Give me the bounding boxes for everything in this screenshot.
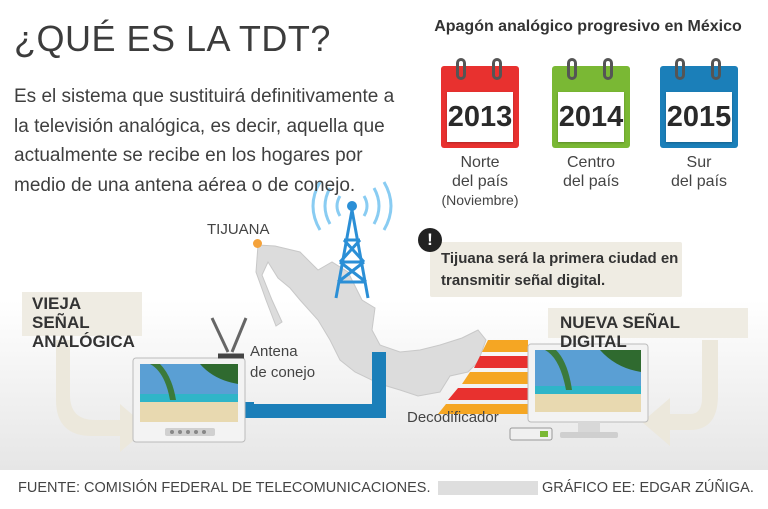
region-south: Sur del país — [670, 154, 728, 190]
alert-icon: ! — [418, 228, 442, 252]
region-north: Norte del país (Noviembre) — [441, 154, 519, 208]
mexico-map — [255, 244, 487, 397]
new-signal-sign: NUEVA SEÑAL DIGITAL — [548, 308, 748, 351]
analog-cable — [240, 352, 386, 418]
source-redaction-bar — [438, 481, 538, 495]
antenna-icon — [210, 317, 248, 359]
page-title: ¿QUÉ ES LA TDT? — [14, 18, 331, 59]
calendar-year: 2015 — [666, 92, 732, 142]
digital-stripes — [438, 340, 528, 414]
signal-waves-icon — [311, 181, 393, 231]
antenna-label: Antena de conejo — [250, 343, 316, 381]
calendar-year: 2014 — [558, 92, 624, 142]
tijuana-label: TIJUANA — [207, 221, 270, 238]
footer — [0, 470, 768, 509]
old-tv-icon — [132, 357, 246, 443]
calendar-2015: 2015 — [660, 58, 738, 148]
new-tv-icon — [527, 343, 649, 438]
calendar-year: 2013 — [447, 92, 513, 142]
intro-paragraph: Es el sistema que sustituirá definitivam… — [14, 86, 395, 196]
decoder-icon — [509, 427, 553, 441]
decoder-label: Decodificador — [407, 409, 499, 426]
tower-top — [347, 201, 357, 211]
notice-box — [430, 242, 682, 297]
calendar-2014: 2014 — [552, 58, 630, 148]
region-center: Centro del país — [562, 154, 620, 190]
tijuana-marker — [253, 239, 262, 248]
tower-icon — [334, 209, 370, 299]
credit-text: GRÁFICO EE: EDGAR ZÚÑIGA. — [542, 480, 754, 496]
calendar-2013: 2013 — [441, 58, 519, 148]
old-signal-sign: VIEJA SEÑAL ANALÓGICA — [22, 292, 142, 351]
analog-arrow — [56, 340, 148, 452]
source-text: FUENTE: COMISIÓN FEDERAL DE TELECOMUNICA… — [18, 480, 431, 496]
digital-arrow — [642, 340, 718, 446]
calendar-title: Apagón analógico progresivo en México — [434, 18, 742, 35]
notice-text: Tijuana será la primera ciudad en transm… — [441, 250, 679, 289]
